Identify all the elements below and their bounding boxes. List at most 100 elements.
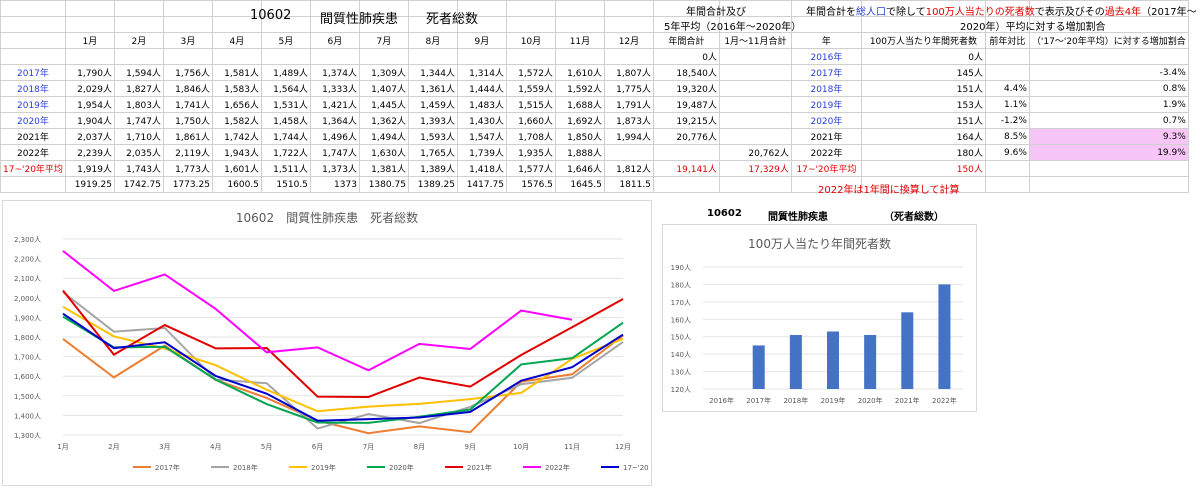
cell[interactable]: [113, 48, 164, 65]
column-header[interactable]: 7月: [358, 32, 409, 49]
column-header[interactable]: 8月: [407, 32, 458, 49]
avg-raw-cell[interactable]: 1380.75: [358, 176, 409, 193]
cell[interactable]: [407, 48, 458, 65]
month-cell[interactable]: 1,361人: [407, 80, 458, 97]
month-cell[interactable]: 2,037人: [64, 128, 115, 145]
cell[interactable]: [984, 176, 1030, 193]
month-cell[interactable]: 1,803人: [113, 96, 164, 113]
year-cell[interactable]: 2020年: [790, 112, 862, 129]
increase-cell[interactable]: -3.4%: [1028, 64, 1189, 81]
cell[interactable]: [603, 0, 654, 17]
month-cell[interactable]: 1,594人: [113, 64, 164, 81]
yoy-cell[interactable]: 9.6%: [984, 144, 1030, 161]
cell[interactable]: [456, 48, 507, 65]
month-cell[interactable]: 1,954人: [64, 96, 115, 113]
year-cell[interactable]: 2017年: [790, 64, 862, 81]
increase-cell[interactable]: 19.9%: [1028, 144, 1189, 161]
month-cell[interactable]: 1,333人: [309, 80, 360, 97]
column-header[interactable]: 年: [790, 32, 862, 49]
yoy-cell[interactable]: 1.1%: [984, 96, 1030, 113]
cell[interactable]: [162, 0, 213, 17]
month-cell[interactable]: 1,407人: [358, 80, 409, 97]
month-cell[interactable]: 1,459人: [407, 96, 458, 113]
per-million-cell[interactable]: 180人: [860, 144, 986, 161]
cell[interactable]: [1028, 176, 1189, 193]
cell[interactable]: [260, 48, 311, 65]
month-cell[interactable]: 1,564人: [260, 80, 311, 97]
jan-nov-cell[interactable]: [718, 112, 792, 129]
month-cell[interactable]: 1,559人: [505, 80, 556, 97]
month-cell[interactable]: 1,547人: [456, 128, 507, 145]
month-cell[interactable]: 1,742人: [211, 128, 262, 145]
month-cell[interactable]: 1,445人: [358, 96, 409, 113]
month-cell[interactable]: 1,904人: [64, 112, 115, 129]
month-cell[interactable]: 1,722人: [260, 144, 311, 161]
month-cell[interactable]: 1,572人: [505, 64, 556, 81]
cell[interactable]: [505, 16, 556, 33]
per-million-cell[interactable]: 150人: [860, 160, 986, 177]
month-cell[interactable]: 1,688人: [554, 96, 605, 113]
cell[interactable]: [0, 176, 66, 193]
month-cell[interactable]: 1,418人: [456, 160, 507, 177]
annual-total-cell[interactable]: 18,540人: [652, 64, 720, 81]
avg-raw-cell[interactable]: 1576.5: [505, 176, 556, 193]
month-cell[interactable]: 1,708人: [505, 128, 556, 145]
month-cell[interactable]: 1,861人: [162, 128, 213, 145]
row-label[interactable]: 2017年: [0, 64, 66, 81]
cell[interactable]: [652, 176, 720, 193]
month-cell[interactable]: 1,421人: [309, 96, 360, 113]
year-cell[interactable]: 2018年: [790, 80, 862, 97]
annual-total-cell[interactable]: [652, 144, 720, 161]
avg-raw-cell[interactable]: 1773.25: [162, 176, 213, 193]
month-cell[interactable]: 1,364人: [309, 112, 360, 129]
month-cell[interactable]: 1,747人: [309, 144, 360, 161]
month-cell[interactable]: 1,850人: [554, 128, 605, 145]
jan-nov-cell[interactable]: [718, 64, 792, 81]
row-label[interactable]: 17~'20年平均: [0, 160, 66, 177]
cell[interactable]: [0, 48, 66, 65]
avg-raw-cell[interactable]: 1811.5: [603, 176, 654, 193]
jan-nov-cell[interactable]: 20,762人: [718, 144, 792, 161]
month-cell[interactable]: 1,511人: [260, 160, 311, 177]
month-cell[interactable]: 1,581人: [211, 64, 262, 81]
month-cell[interactable]: 1,374人: [309, 64, 360, 81]
header-cell[interactable]: [0, 32, 66, 49]
year-cell[interactable]: 2019年: [790, 96, 862, 113]
month-cell[interactable]: 1,483人: [456, 96, 507, 113]
month-cell[interactable]: 1,807人: [603, 64, 654, 81]
month-cell[interactable]: 1,739人: [456, 144, 507, 161]
year-cell[interactable]: 2016年: [790, 48, 862, 65]
month-cell[interactable]: 1,489人: [260, 64, 311, 81]
month-cell[interactable]: 1,582人: [211, 112, 262, 129]
month-cell[interactable]: 1,743人: [113, 160, 164, 177]
month-cell[interactable]: 1,496人: [309, 128, 360, 145]
month-cell[interactable]: 1,314人: [456, 64, 507, 81]
month-cell[interactable]: 1,601人: [211, 160, 262, 177]
annual-total-cell[interactable]: 19,320人: [652, 80, 720, 97]
avg-raw-cell[interactable]: 1742.75: [113, 176, 164, 193]
column-header[interactable]: 4月: [211, 32, 262, 49]
cell[interactable]: [603, 16, 654, 33]
annual-total-cell[interactable]: 19,141人: [652, 160, 720, 177]
yoy-cell[interactable]: -1.2%: [984, 112, 1030, 129]
month-cell[interactable]: 1,750人: [162, 112, 213, 129]
cell[interactable]: [554, 48, 605, 65]
yoy-cell[interactable]: 4.4%: [984, 80, 1030, 97]
month-cell[interactable]: 1,592人: [554, 80, 605, 97]
cell[interactable]: [554, 0, 605, 17]
month-cell[interactable]: 1,593人: [407, 128, 458, 145]
column-header[interactable]: 3月: [162, 32, 213, 49]
per-million-cell[interactable]: 0人: [860, 48, 986, 65]
month-cell[interactable]: 1,994人: [603, 128, 654, 145]
month-cell[interactable]: 1,381人: [358, 160, 409, 177]
cell[interactable]: [358, 48, 409, 65]
month-cell[interactable]: 2,035人: [113, 144, 164, 161]
month-cell[interactable]: 2,119人: [162, 144, 213, 161]
avg-raw-cell[interactable]: 1510.5: [260, 176, 311, 193]
avg-raw-cell[interactable]: 1417.75: [456, 176, 507, 193]
month-cell[interactable]: 1,610人: [554, 64, 605, 81]
column-header[interactable]: 前年対比: [984, 32, 1030, 49]
month-cell[interactable]: 2,029人: [64, 80, 115, 97]
jan-nov-cell[interactable]: [718, 128, 792, 145]
cell[interactable]: [603, 48, 654, 65]
